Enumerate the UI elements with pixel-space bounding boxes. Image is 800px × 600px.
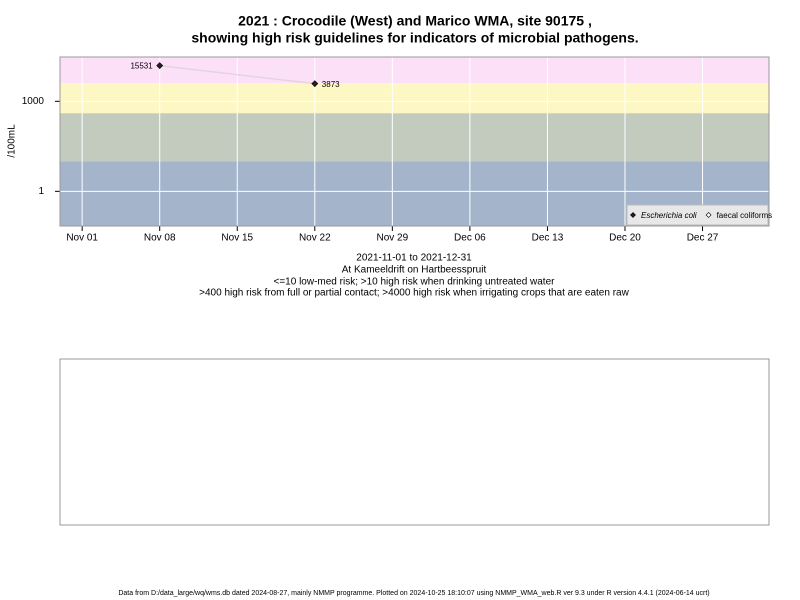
y-axis-label: /100mL (7, 124, 18, 158)
y-tick-label: 1000 (22, 96, 45, 107)
legend-label: Escherichia coli (641, 211, 697, 220)
risk-band (60, 57, 769, 84)
legend-marker (705, 212, 712, 218)
y-tick-label: 1 (38, 186, 44, 197)
x-tick-label: Nov 08 (144, 233, 176, 244)
series-line (159, 64, 315, 85)
legend-box (626, 204, 769, 226)
empty-panel (59, 358, 770, 526)
data-point (311, 80, 319, 88)
x-tick-label: Nov 15 (221, 233, 253, 244)
legend-label: faecal coliforms (717, 211, 773, 220)
plot-frame (59, 56, 770, 227)
x-tick-label: Dec 20 (609, 233, 641, 244)
subtitle: <=10 low-med risk; >10 high risk when dr… (274, 277, 556, 288)
data-label: 3873 (322, 80, 340, 89)
data-point (156, 62, 164, 70)
chart-title: showing high risk guidelines for indicat… (191, 30, 638, 46)
subtitle: 2021-11-01 to 2021-12-31 (356, 253, 472, 264)
risk-band (60, 113, 769, 162)
legend-marker (630, 212, 636, 218)
subtitle: At Kameeldrift on Hartbeesspruit (342, 265, 487, 276)
x-tick-label: Nov 29 (377, 233, 409, 244)
risk-band (60, 83, 769, 114)
x-tick-label: Dec 27 (687, 233, 719, 244)
x-tick-label: Nov 01 (66, 233, 98, 244)
footer: Data from D:/data_large/wq/wms.db dated … (118, 590, 709, 597)
x-tick-label: Dec 06 (454, 233, 486, 244)
chart-title: 2021 : Crocodile (West) and Marico WMA, … (238, 13, 592, 29)
x-tick-label: Dec 13 (532, 233, 564, 244)
x-tick-label: Nov 22 (299, 233, 331, 244)
subtitle: >400 high risk from full or partial cont… (199, 288, 629, 299)
data-label: 15531 (130, 62, 153, 71)
